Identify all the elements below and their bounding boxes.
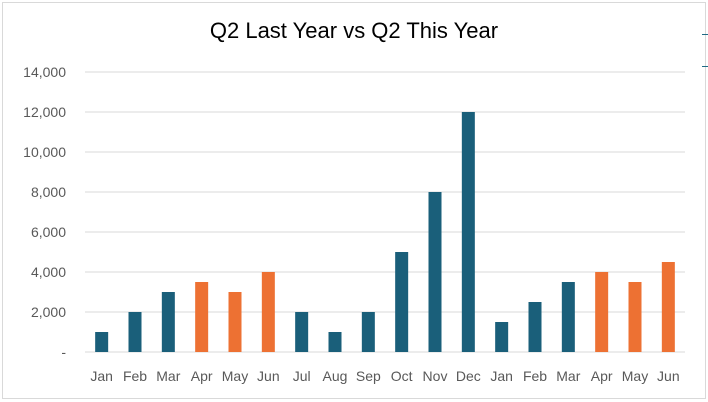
edge-mark-bottom: [702, 66, 708, 67]
bar: [128, 312, 142, 352]
x-tick-label: Jan: [490, 368, 513, 384]
x-tick-label: Feb: [123, 368, 147, 384]
x-tick-label: Jan: [90, 368, 113, 384]
y-tick-label: 4,000: [31, 264, 66, 280]
x-tick-label: Nov: [423, 368, 448, 384]
bar: [361, 312, 375, 352]
x-tick-label: Sep: [356, 368, 381, 384]
x-tick-label: Oct: [391, 368, 413, 384]
x-tick-label: Dec: [456, 368, 481, 384]
x-tick-label: Jul: [293, 368, 311, 384]
x-tick-label: Apr: [191, 368, 213, 384]
bar: [161, 292, 175, 352]
x-tick-label: Feb: [523, 368, 547, 384]
y-tick-label: -: [61, 344, 66, 360]
x-tick-label: May: [622, 368, 648, 384]
x-tick-label: Aug: [323, 368, 348, 384]
bar: [428, 192, 442, 352]
bar: [228, 292, 242, 352]
y-tick-label: 6,000: [31, 224, 66, 240]
bar: [328, 332, 342, 352]
x-tick-label: Apr: [591, 368, 613, 384]
bar: [495, 322, 509, 352]
bar: [295, 312, 309, 352]
bar: [595, 272, 609, 352]
bar: [661, 262, 675, 352]
y-tick-label: 14,000: [23, 64, 66, 80]
bar: [395, 252, 409, 352]
y-tick-label: 10,000: [23, 144, 66, 160]
bar: [195, 282, 209, 352]
edge-mark-top: [702, 34, 708, 35]
bar: [528, 302, 542, 352]
y-tick-label: 2,000: [31, 304, 66, 320]
bar: [628, 282, 642, 352]
x-tick-label: Jun: [657, 368, 680, 384]
bar: [561, 282, 575, 352]
chart-title: Q2 Last Year vs Q2 This Year: [209, 18, 499, 43]
y-tick-label: 8,000: [31, 184, 66, 200]
bar: [95, 332, 109, 352]
bar: [461, 112, 475, 352]
x-tick-label: Mar: [556, 368, 580, 384]
bar: [261, 272, 275, 352]
x-tick-label: May: [222, 368, 248, 384]
y-tick-label: 12,000: [23, 104, 66, 120]
x-tick-label: Jun: [257, 368, 280, 384]
x-tick-label: Mar: [156, 368, 180, 384]
